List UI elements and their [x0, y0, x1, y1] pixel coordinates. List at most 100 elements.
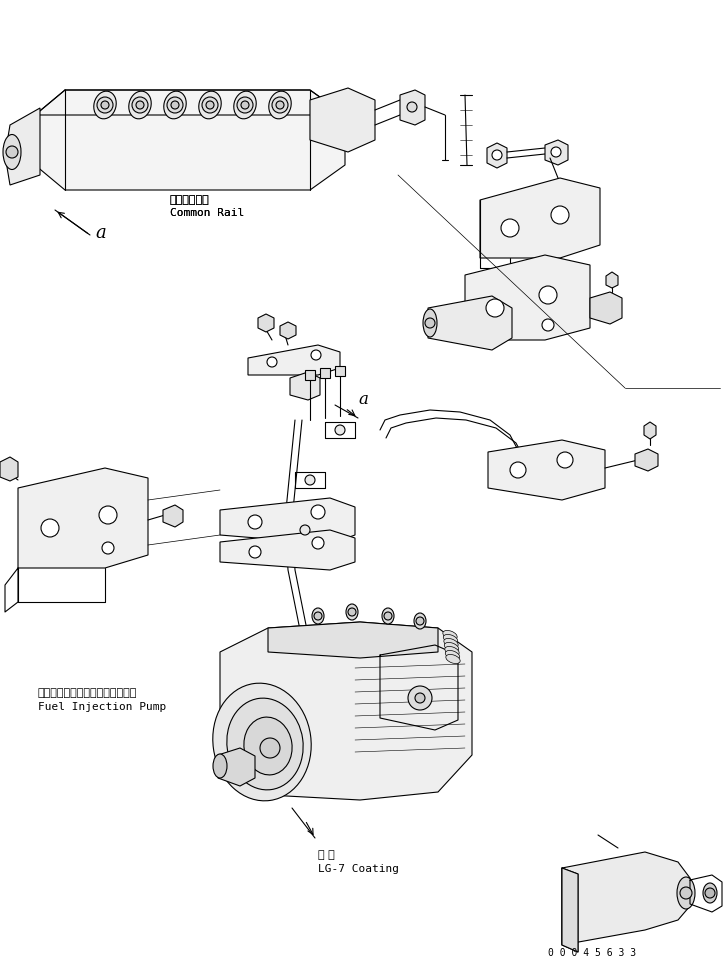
- Ellipse shape: [346, 604, 358, 620]
- Circle shape: [136, 101, 144, 109]
- Circle shape: [202, 97, 218, 113]
- Circle shape: [551, 206, 569, 224]
- Polygon shape: [220, 530, 355, 570]
- Polygon shape: [606, 272, 618, 288]
- Circle shape: [335, 425, 345, 435]
- Circle shape: [101, 101, 109, 109]
- Circle shape: [312, 537, 324, 549]
- Polygon shape: [465, 255, 590, 340]
- Ellipse shape: [3, 134, 21, 170]
- Text: コモンレール: コモンレール: [170, 195, 210, 205]
- Circle shape: [300, 525, 310, 535]
- Circle shape: [272, 97, 288, 113]
- Polygon shape: [644, 422, 656, 439]
- Circle shape: [314, 612, 322, 620]
- Circle shape: [407, 102, 417, 112]
- Polygon shape: [487, 143, 507, 168]
- Circle shape: [267, 357, 277, 367]
- Polygon shape: [562, 868, 578, 952]
- Ellipse shape: [199, 91, 221, 119]
- Polygon shape: [488, 440, 605, 500]
- Circle shape: [557, 452, 573, 468]
- Circle shape: [415, 693, 425, 703]
- Circle shape: [260, 738, 280, 758]
- Circle shape: [492, 150, 502, 160]
- Circle shape: [97, 97, 113, 113]
- Circle shape: [237, 97, 253, 113]
- Polygon shape: [335, 366, 345, 376]
- Circle shape: [305, 475, 315, 485]
- Circle shape: [501, 219, 519, 237]
- Circle shape: [102, 542, 114, 554]
- Circle shape: [248, 515, 262, 529]
- Circle shape: [705, 888, 715, 898]
- Polygon shape: [163, 505, 183, 527]
- Ellipse shape: [677, 877, 695, 909]
- Ellipse shape: [129, 91, 151, 119]
- Polygon shape: [590, 292, 622, 324]
- Ellipse shape: [213, 754, 227, 778]
- Circle shape: [551, 147, 561, 157]
- Circle shape: [539, 286, 557, 304]
- Polygon shape: [400, 90, 425, 125]
- Polygon shape: [310, 88, 375, 152]
- Circle shape: [99, 506, 117, 524]
- Polygon shape: [280, 322, 296, 339]
- Circle shape: [132, 97, 148, 113]
- Polygon shape: [35, 90, 345, 190]
- Ellipse shape: [164, 91, 187, 119]
- Text: LG-7 Coating: LG-7 Coating: [318, 864, 399, 874]
- Circle shape: [6, 146, 18, 158]
- Polygon shape: [248, 345, 340, 375]
- Polygon shape: [428, 296, 512, 350]
- Polygon shape: [268, 622, 438, 658]
- Ellipse shape: [382, 608, 394, 624]
- Ellipse shape: [234, 91, 256, 119]
- Polygon shape: [220, 498, 355, 544]
- Ellipse shape: [703, 883, 717, 903]
- Text: a: a: [95, 224, 106, 242]
- Ellipse shape: [414, 613, 426, 629]
- Polygon shape: [320, 368, 330, 378]
- Polygon shape: [290, 372, 320, 400]
- Text: コモンレール: コモンレール: [170, 195, 210, 205]
- Text: Common Rail: Common Rail: [170, 208, 244, 218]
- Polygon shape: [545, 140, 568, 165]
- Circle shape: [249, 546, 261, 558]
- Circle shape: [542, 319, 554, 331]
- Ellipse shape: [244, 717, 292, 775]
- Polygon shape: [18, 468, 148, 568]
- Ellipse shape: [443, 634, 458, 644]
- Ellipse shape: [442, 630, 457, 640]
- Ellipse shape: [445, 647, 459, 655]
- Circle shape: [348, 608, 356, 616]
- Polygon shape: [220, 622, 472, 800]
- Ellipse shape: [423, 309, 437, 337]
- Circle shape: [311, 505, 325, 519]
- Ellipse shape: [445, 643, 458, 651]
- Ellipse shape: [227, 698, 303, 790]
- Polygon shape: [480, 178, 600, 258]
- Circle shape: [167, 97, 183, 113]
- Ellipse shape: [444, 639, 458, 648]
- Ellipse shape: [269, 91, 291, 119]
- Text: Fuel Injection Pump: Fuel Injection Pump: [38, 702, 166, 712]
- Ellipse shape: [312, 608, 324, 624]
- Ellipse shape: [213, 683, 311, 801]
- Circle shape: [416, 617, 424, 625]
- Text: フェエルインジェクションポンプ: フェエルインジェクションポンプ: [38, 688, 137, 698]
- Circle shape: [408, 686, 432, 710]
- Polygon shape: [218, 748, 255, 786]
- Text: 0 0 0 4 5 6 3 3: 0 0 0 4 5 6 3 3: [548, 948, 636, 958]
- Circle shape: [510, 462, 526, 478]
- Ellipse shape: [446, 654, 460, 664]
- Polygon shape: [0, 457, 18, 481]
- Circle shape: [41, 519, 59, 537]
- Text: 塗 布: 塗 布: [318, 850, 335, 860]
- Polygon shape: [635, 449, 658, 471]
- Ellipse shape: [94, 91, 116, 119]
- Circle shape: [384, 612, 392, 620]
- Circle shape: [206, 101, 214, 109]
- Circle shape: [276, 101, 284, 109]
- Circle shape: [680, 887, 692, 899]
